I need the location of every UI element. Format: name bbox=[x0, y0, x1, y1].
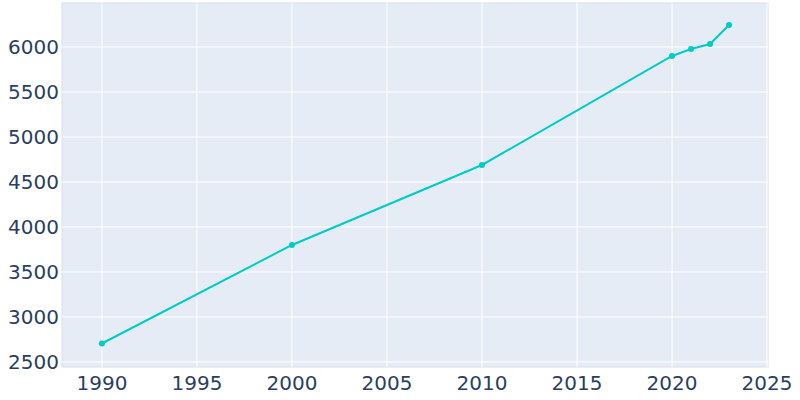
x-tick-label: 2025 bbox=[742, 371, 793, 395]
point bbox=[707, 41, 713, 47]
point bbox=[669, 53, 675, 59]
series bbox=[99, 22, 732, 346]
x-grid-line bbox=[481, 3, 482, 367]
y-grid-line bbox=[62, 271, 768, 272]
x-tick-label: 2010 bbox=[457, 371, 508, 395]
y-tick-label: 4500 bbox=[8, 170, 59, 194]
point bbox=[479, 162, 485, 168]
plot-background bbox=[62, 3, 768, 367]
x-tick-label: 2000 bbox=[266, 371, 317, 395]
x-grid-line bbox=[291, 3, 292, 367]
y-grid-line bbox=[62, 361, 768, 362]
y-tick-label: 6000 bbox=[8, 35, 59, 59]
x-grid-line bbox=[196, 3, 197, 367]
y-tick-label: 3500 bbox=[8, 260, 59, 284]
x-grid-line bbox=[577, 3, 578, 367]
chart: 2500 3000 3500 4000 4500 5000 5500 6000 1990 1995… bbox=[0, 0, 800, 400]
point bbox=[726, 22, 732, 28]
y-grid-line bbox=[62, 47, 768, 48]
y-grid-line bbox=[62, 136, 768, 137]
y-tick-label: 2500 bbox=[8, 350, 59, 374]
y-grid-line bbox=[62, 226, 768, 227]
y-tick-label: 4000 bbox=[8, 215, 59, 239]
x-grid-line bbox=[767, 3, 768, 367]
x-tick-label: 1990 bbox=[76, 371, 127, 395]
x-tick-label: 1995 bbox=[171, 371, 222, 395]
x-tick-label: 2020 bbox=[647, 371, 698, 395]
y-tick-label: 5000 bbox=[8, 125, 59, 149]
point bbox=[289, 242, 295, 248]
y-tick-label: 5500 bbox=[8, 80, 59, 104]
y-grid-line bbox=[62, 181, 768, 182]
x-tick-label: 2005 bbox=[362, 371, 413, 395]
point bbox=[688, 46, 694, 52]
y-grid-line bbox=[62, 316, 768, 317]
x-grid-line bbox=[386, 3, 387, 367]
y-grid-line bbox=[62, 91, 768, 92]
line bbox=[102, 25, 729, 343]
x-tick-label: 2015 bbox=[552, 371, 603, 395]
x-grid-line bbox=[101, 3, 102, 367]
point bbox=[99, 341, 105, 347]
y-tick-label: 3000 bbox=[8, 305, 59, 329]
